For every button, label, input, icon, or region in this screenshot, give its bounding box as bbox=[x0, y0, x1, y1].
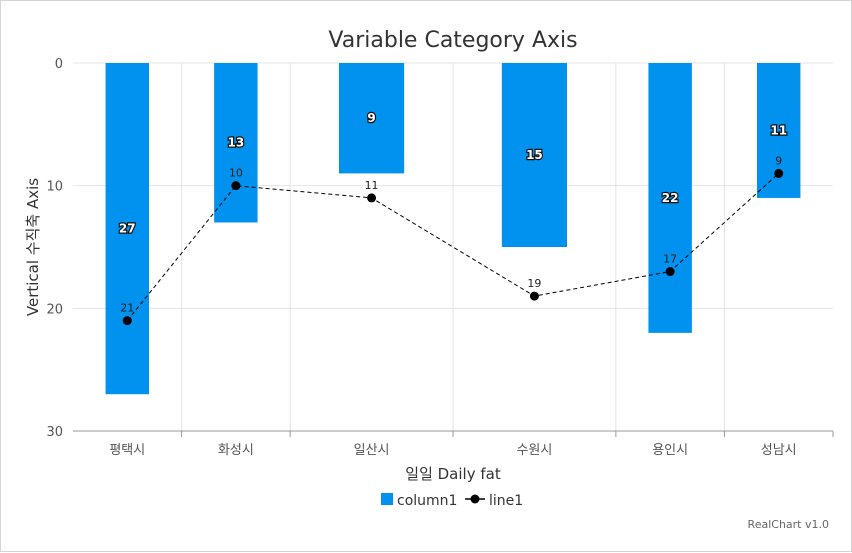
line-label-1: 10 bbox=[229, 167, 243, 180]
grid-lines bbox=[73, 62, 833, 431]
line-point-0 bbox=[122, 316, 132, 326]
legend: column1 line1 bbox=[381, 493, 523, 509]
line-label-2: 11 bbox=[365, 179, 379, 192]
x-tick-label-1: 화성시 bbox=[218, 443, 254, 458]
x-axis-ticks: 평택시 화성시 일산시 수원시 용인시 성남시 bbox=[109, 431, 834, 458]
bar-label-1: 13 bbox=[228, 136, 245, 150]
bar-label-5: 11 bbox=[770, 123, 787, 137]
legend-item-line1[interactable]: line1 bbox=[465, 493, 523, 509]
y-axis-ticks: 0 10 20 30 bbox=[46, 57, 63, 440]
line-label-3: 19 bbox=[527, 277, 541, 290]
legend-swatch-column1 bbox=[381, 493, 393, 505]
bar-0 bbox=[105, 63, 149, 395]
legend-label-column1: column1 bbox=[397, 493, 457, 509]
line-point-5 bbox=[774, 168, 784, 178]
bar-3 bbox=[501, 63, 567, 247]
chart-title: Variable Category Axis bbox=[328, 28, 577, 53]
line-label-0: 21 bbox=[120, 302, 134, 315]
y-axis-title: Vertical 수직축 Axis bbox=[24, 178, 42, 316]
y-tick-label-2: 20 bbox=[46, 302, 63, 317]
x-tick-label-0: 평택시 bbox=[109, 443, 145, 458]
line-label-5: 9 bbox=[775, 154, 782, 167]
bar-label-0: 27 bbox=[119, 222, 136, 236]
bar-4 bbox=[648, 63, 692, 333]
x-tick-label-2: 일산시 bbox=[354, 443, 390, 458]
y-tick-label-1: 10 bbox=[46, 180, 63, 195]
bar-label-3: 15 bbox=[526, 148, 543, 162]
legend-label-line1: line1 bbox=[489, 493, 523, 509]
credit-text: RealChart v1.0 bbox=[748, 518, 829, 531]
x-tick-label-3: 수원시 bbox=[516, 443, 552, 458]
x-tick-label-5: 성남시 bbox=[761, 443, 797, 458]
legend-marker-line1 bbox=[470, 494, 480, 504]
line-point-3 bbox=[529, 291, 539, 301]
bar-label-2: 9 bbox=[367, 111, 375, 125]
line-point-1 bbox=[231, 181, 241, 191]
y-tick-label-3: 30 bbox=[46, 425, 63, 440]
line-label-4: 17 bbox=[663, 253, 677, 266]
y-tick-label-0: 0 bbox=[55, 57, 63, 72]
bar-1 bbox=[214, 63, 258, 223]
line-point-2 bbox=[367, 193, 377, 203]
x-axis-title: 일일 Daily fat bbox=[405, 465, 501, 483]
x-tick-label-4: 용인시 bbox=[652, 443, 688, 458]
bar-label-4: 22 bbox=[662, 191, 679, 205]
line-point-4 bbox=[665, 267, 675, 277]
line-path bbox=[126, 173, 780, 321]
bar-2 bbox=[339, 63, 405, 174]
line-series: 21 10 11 19 17 9 bbox=[120, 154, 784, 326]
legend-item-column1[interactable]: column1 bbox=[381, 493, 457, 509]
